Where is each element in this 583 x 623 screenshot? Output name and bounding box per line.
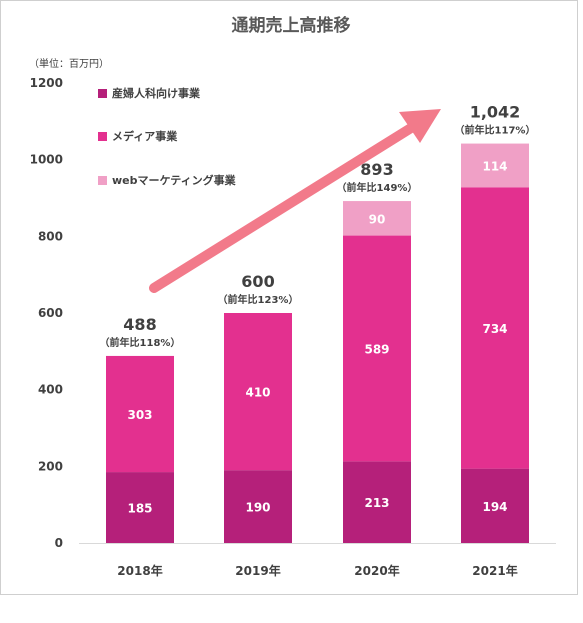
segment-value-label: 185 xyxy=(127,502,152,516)
bar-segment xyxy=(343,235,411,462)
segment-value-label: 190 xyxy=(245,501,270,515)
chart-frame: 通期売上高推移 （単位：百万円） 0 200 400 600 800 1000 1200 1… xyxy=(0,0,578,595)
bar-segment xyxy=(106,472,174,543)
growth-label: （前年比123%） xyxy=(218,293,299,306)
y-tick-label: 0 xyxy=(55,536,63,550)
segment-value-label: 114 xyxy=(482,159,507,173)
bar-segment xyxy=(343,201,411,236)
growth-label: （前年比117%） xyxy=(455,124,536,137)
bar-segment xyxy=(461,468,529,543)
arrow-shaft xyxy=(149,123,416,293)
trend-arrow xyxy=(149,109,441,293)
bars: 185 303 488 （前年比118%） 190 410 600 （前年比123%） 213 5… xyxy=(100,103,536,543)
legend-label: webマーケティング事業 xyxy=(112,173,237,187)
total-label: 1,042 xyxy=(470,103,521,122)
legend-label: メディア事業 xyxy=(112,129,178,143)
segment-value-label: 410 xyxy=(245,386,270,400)
legend-swatch xyxy=(98,132,107,141)
bar-segment xyxy=(106,355,174,473)
y-tick-label: 200 xyxy=(38,459,63,473)
segment-value-label: 90 xyxy=(369,212,386,226)
y-tick-label: 800 xyxy=(38,229,63,243)
y-tick-label: 400 xyxy=(38,383,63,397)
bar-segment xyxy=(343,461,411,543)
y-axis: 0 200 400 600 800 1000 1200 xyxy=(30,76,63,550)
chart-title: 通期売上高推移 xyxy=(232,15,351,36)
total-label: 893 xyxy=(360,160,393,179)
bar-stack: 194 734 114 1,042 （前年比117%） xyxy=(455,103,536,543)
segment-value-label: 734 xyxy=(482,322,507,336)
legend-label: 産婦人科向け事業 xyxy=(112,86,201,100)
bar-segment xyxy=(224,470,292,543)
x-tick-label: 2019年 xyxy=(235,563,280,578)
growth-label: （前年比118%） xyxy=(100,336,181,349)
total-label: 600 xyxy=(241,272,274,291)
x-tick-label: 2020年 xyxy=(354,563,399,578)
legend-swatch xyxy=(98,176,107,185)
x-axis: 2018年 2019年 2020年 2021年 xyxy=(79,543,556,578)
x-tick-label: 2018年 xyxy=(117,563,162,578)
bar-stack: 190 410 600 （前年比123%） xyxy=(218,272,299,543)
segment-value-label: 589 xyxy=(364,342,389,356)
growth-label: （前年比149%） xyxy=(337,181,418,194)
bar-stack: 213 589 90 893 （前年比149%） xyxy=(337,160,418,543)
y-tick-label: 600 xyxy=(38,306,63,320)
total-label: 488 xyxy=(123,315,156,334)
arrow-head xyxy=(399,109,441,143)
segment-value-label: 194 xyxy=(482,500,507,514)
y-tick-label: 1000 xyxy=(30,153,63,167)
sales-chart: 通期売上高推移 （単位：百万円） 0 200 400 600 800 1000 1200 1… xyxy=(29,15,556,578)
x-tick-label: 2021年 xyxy=(472,563,517,578)
bar-segment xyxy=(461,187,529,469)
bar-segment xyxy=(461,143,529,188)
y-tick-label: 1200 xyxy=(30,76,63,90)
segment-value-label: 213 xyxy=(364,496,389,510)
unit-label: （単位：百万円） xyxy=(29,57,109,70)
bar-stack: 185 303 488 （前年比118%） xyxy=(100,315,181,543)
legend-swatch xyxy=(98,89,107,98)
bar-segment xyxy=(224,313,292,471)
segment-value-label: 303 xyxy=(127,408,152,422)
